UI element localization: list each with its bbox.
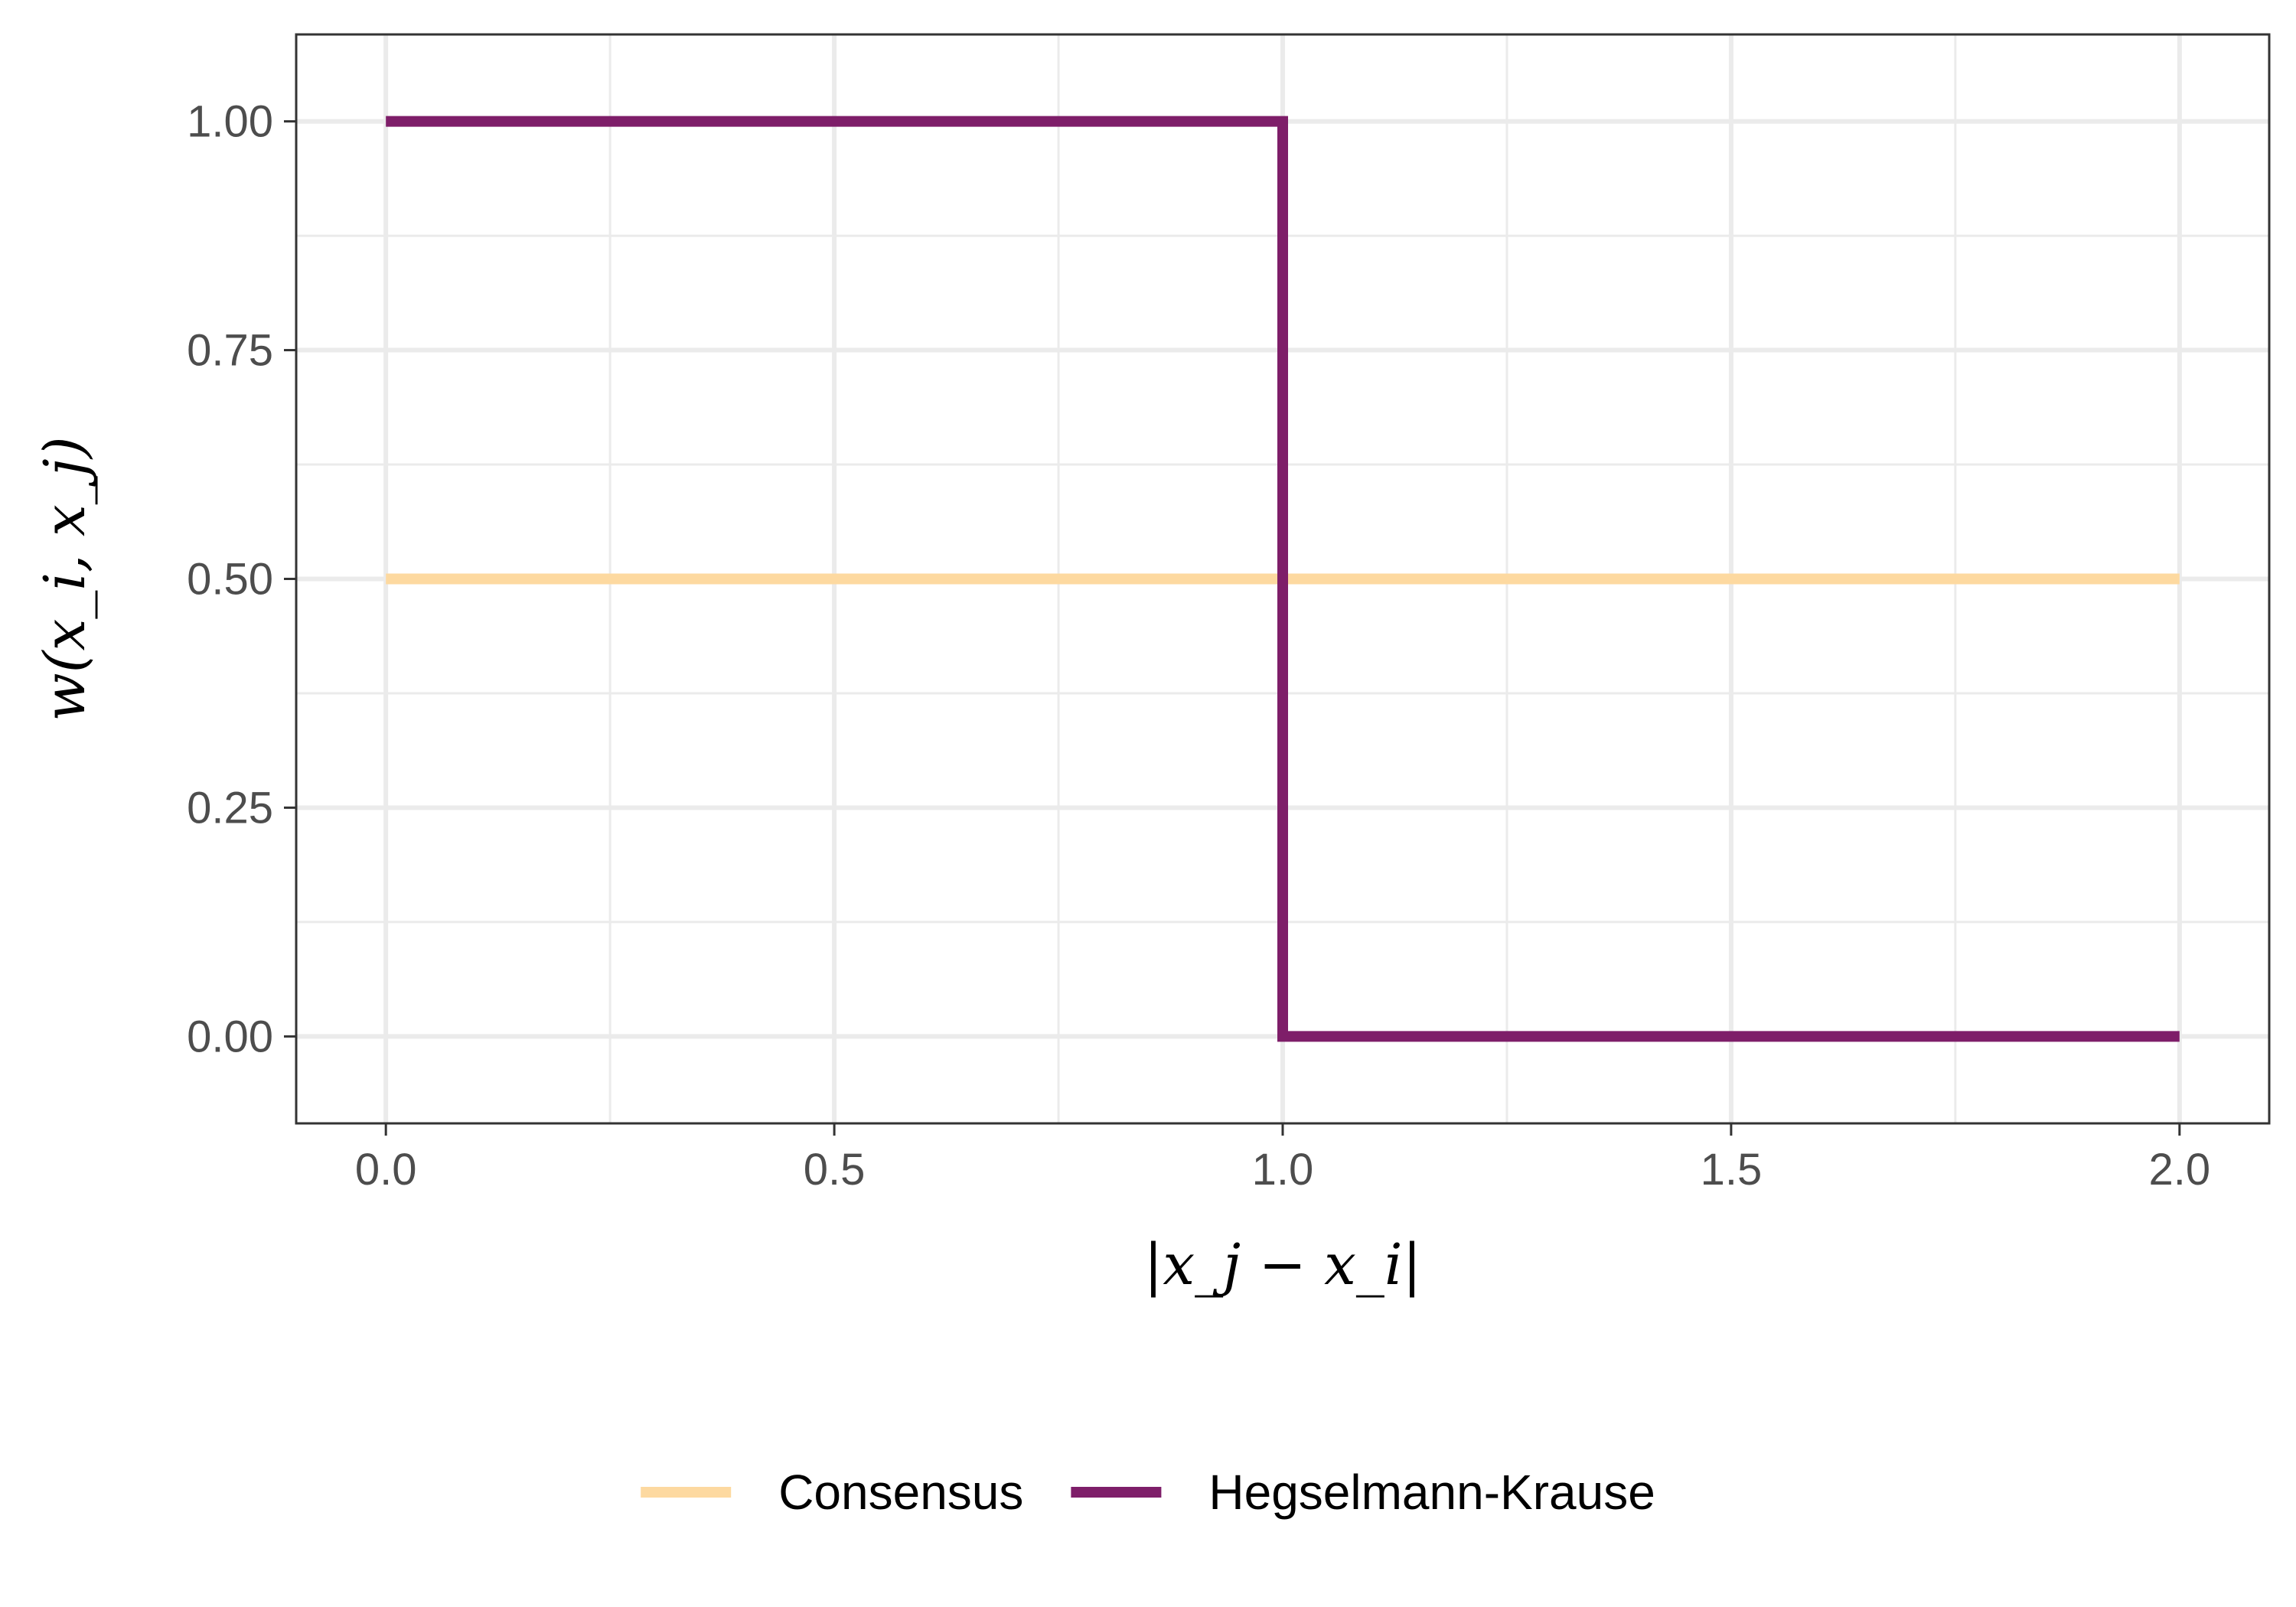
x-tick-label: 0.0	[355, 1145, 417, 1195]
x-axis-title: |x_j − x_i|	[1144, 1232, 1422, 1298]
series-layer	[386, 116, 2180, 1042]
y-tick-label: 0.75	[187, 326, 273, 376]
x-axis: 0.0 0.5 1.0 1.5 2.0	[355, 1123, 2210, 1195]
y-tick-label: 1.00	[187, 97, 273, 147]
legend-label: Hegselmann-Krause	[1208, 1465, 1655, 1520]
legend-label: Consensus	[778, 1465, 1023, 1520]
x-tick-label: 1.5	[1701, 1145, 1763, 1195]
y-axis-title: w(x_i, x_j)	[32, 436, 98, 721]
series-line-hegselmann-krause	[386, 116, 2180, 1042]
x-tick-label: 0.5	[804, 1145, 866, 1195]
x-tick-label: 1.0	[1252, 1145, 1314, 1195]
x-tick-label: 2.0	[2148, 1145, 2210, 1195]
legend: Consensus Hegselmann-Krause	[641, 1465, 1655, 1520]
y-axis: 0.00 0.25 0.50 0.75 1.00	[187, 97, 296, 1061]
y-tick-label: 0.25	[187, 783, 273, 833]
y-tick-label: 0.50	[187, 555, 273, 605]
y-tick-label: 0.00	[187, 1012, 273, 1061]
